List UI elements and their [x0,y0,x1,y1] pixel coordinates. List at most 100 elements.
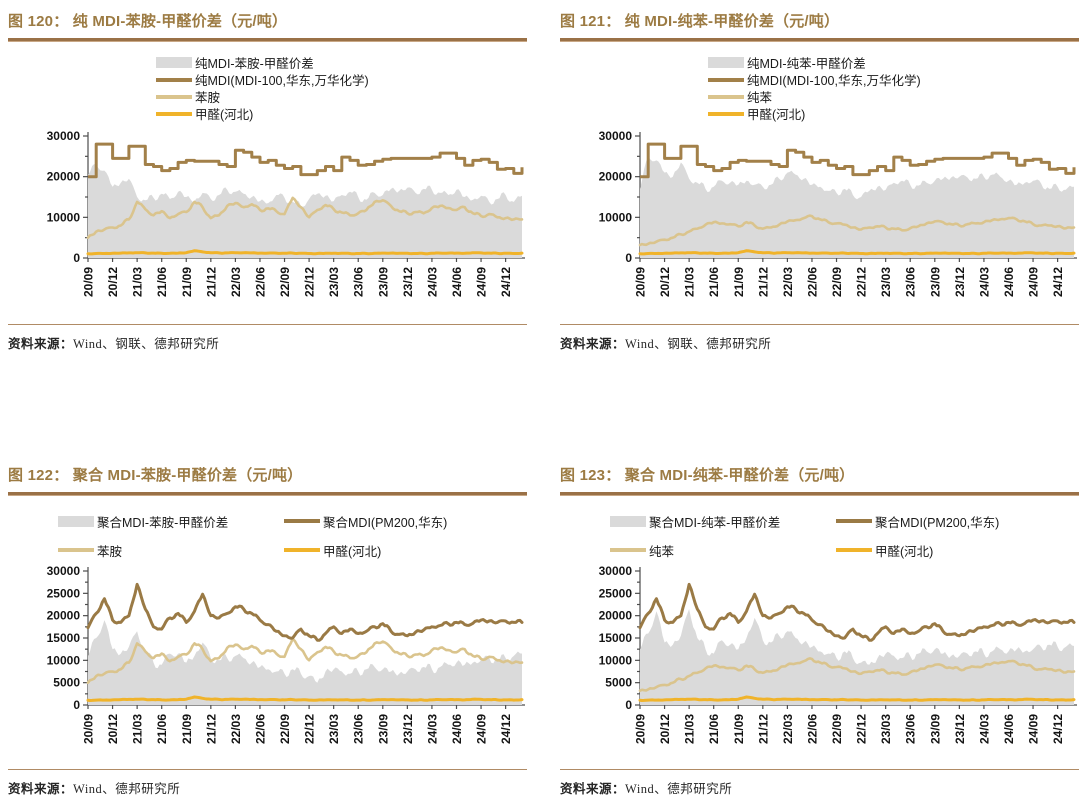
x-axis-tick-label: 24/12 [499,267,513,297]
x-axis-tick-label: 22/12 [303,714,317,744]
y-axis-tick-label: 20000 [599,609,633,623]
x-axis-tick-label: 21/03 [131,714,145,744]
y-axis-tick-label: 15000 [47,631,81,645]
legend-swatch [708,94,744,99]
x-axis-tick-label: 22/12 [855,714,869,744]
legend-item: 纯苯 [610,541,836,559]
series-line [86,196,524,239]
legend-label: 苯胺 [195,91,221,105]
legend-item: 聚合MDI-苯胺-甲醛价差 [58,512,284,530]
x-axis-tick-label: 21/06 [707,267,721,297]
legend-swatch [156,57,192,68]
x-axis-tick-label: 22/03 [229,714,243,744]
legend-item: 纯MDI-苯胺-甲醛价差 [156,54,527,71]
x-axis-tick-label: 21/09 [732,714,746,744]
title-underline [8,492,527,496]
figure-fig121: 图 121： 纯 MDI-纯苯-甲醛价差（元/吨） 纯MDI-纯苯-甲醛价差 纯MD… [560,6,1079,352]
chart-canvas-fig121: 0 10000 20000 30000 20/09 20/12 21/03 21/06 21/0… [599,129,1077,297]
x-axis-tick-label: 21/03 [131,267,145,297]
legend-item: 纯MDI(MDI-100,华东,万华化学) [156,71,527,88]
legend-swatch [708,111,744,116]
title-underline [560,492,1079,496]
series-line [86,249,524,256]
legend-swatch [708,77,744,82]
source-divider [8,324,527,325]
series-line [638,582,1076,642]
legend-label: 纯MDI-纯苯-甲醛价差 [747,57,866,71]
figure-title: 图 123： 聚合 MDI-纯苯-甲醛价差（元/吨） [560,467,855,484]
source-divider [560,324,1079,325]
y-axis-tick-label: 10000 [47,210,81,224]
legend-item: 苯胺 [58,541,284,559]
x-axis-tick-label: 20/09 [82,267,96,297]
x-axis-tick-label: 20/12 [106,714,120,744]
chart-legend: 聚合MDI-苯胺-甲醛价差 聚合MDI(PM200,华东) 苯胺 甲醛(河北) [58,512,527,559]
legend-item: 甲醛(河北) [284,541,527,559]
y-axis-tick-label: 0 [73,251,80,265]
legend-item: 甲醛(河北) [836,541,1079,559]
x-axis-tick-label: 20/12 [106,267,120,297]
legend-item: 纯MDI(MDI-100,华东,万华化学) [708,71,1079,88]
legend-swatch [156,77,192,82]
source-label: 资料来源： [8,782,74,796]
y-axis-tick-label: 0 [625,698,632,712]
chart-legend: 纯MDI-苯胺-甲醛价差纯MDI(MDI-100,华东,万华化学) 苯胺甲醛(河北… [156,54,527,122]
x-axis-tick-label: 22/09 [278,714,292,744]
legend-swatch [284,548,320,552]
legend-label: 聚合MDI-纯苯-甲醛价差 [649,515,781,530]
x-axis-tick-label: 23/03 [327,714,341,744]
legend-label: 纯MDI(MDI-100,华东,万华化学) [747,74,921,88]
x-axis-tick-label: 23/03 [327,267,341,297]
legend-swatch [708,57,744,68]
x-axis-tick-label: 24/09 [475,714,489,744]
x-axis-tick-label: 24/06 [1002,714,1016,744]
x-axis-tick-label: 21/12 [756,267,770,297]
legend-label: 纯MDI(MDI-100,华东,万华化学) [195,74,369,88]
legend-swatch [610,515,646,527]
x-axis-tick-label: 23/09 [928,714,942,744]
figure-fig122: 图 122： 聚合 MDI-苯胺-甲醛价差（元/吨） 聚合MDI-苯胺-甲醛价差聚… [8,460,527,797]
y-axis-tick-label: 15000 [599,631,633,645]
y-axis-tick-label: 10000 [599,210,633,224]
legend-swatch [156,111,192,116]
source-divider [8,769,527,770]
legend-label: 甲醛(河北) [195,108,254,122]
legend-item: 纯MDI-纯苯-甲醛价差 [708,54,1079,71]
x-axis-tick-label: 21/03 [683,714,697,744]
y-axis-tick-label: 25000 [599,586,633,600]
legend-label: 纯苯 [747,91,773,105]
chart-legend: 聚合MDI-纯苯-甲醛价差 聚合MDI(PM200,华东) 纯苯 甲醛(河北) [610,512,1079,559]
y-axis-tick-label: 30000 [47,129,81,143]
y-axis-tick-label: 5000 [53,676,80,690]
figure-fig123: 图 123： 聚合 MDI-纯苯-甲醛价差（元/吨） 聚合MDI-纯苯-甲醛价差聚… [560,460,1079,797]
source-note: 资料来源：Wind、德邦研究所 [560,770,1079,797]
legend-label: 聚合MDI-苯胺-甲醛价差 [97,515,229,530]
x-axis-tick-label: 23/09 [376,267,390,297]
x-axis-tick-label: 24/12 [499,714,513,744]
series-line [638,214,1076,247]
x-axis-tick-label: 24/09 [1027,267,1041,297]
series-line [86,637,524,684]
x-axis-tick-label: 21/09 [180,267,194,297]
x-axis-tick-label: 24/03 [425,267,439,297]
source-note: 资料来源：Wind、钢联、德邦研究所 [8,325,527,352]
chart-legend: 纯MDI-纯苯-甲醛价差 纯MDI(MDI-100,华东,万华化学) 纯苯 甲醛(河北… [708,54,1079,122]
x-axis-tick-label: 23/09 [928,267,942,297]
x-axis-tick-label: 24/06 [450,267,464,297]
source-label: 资料来源： [560,337,626,351]
legend-swatch [58,548,94,552]
source-note: 资料来源：Wind、德邦研究所 [8,770,527,797]
series-line [638,657,1076,692]
figure-title: 图 120： 纯 MDI-苯胺-甲醛价差（元/吨） [8,13,288,30]
x-axis-tick-label: 23/12 [953,267,967,297]
figure-title: 图 122： 聚合 MDI-苯胺-甲醛价差（元/吨） [8,467,303,484]
legend-swatch [284,519,320,523]
x-axis-tick-label: 23/12 [953,714,967,744]
legend-swatch [610,548,646,552]
source-divider [560,769,1079,770]
x-axis-tick-label: 22/09 [278,267,292,297]
legend-swatch [836,519,872,523]
x-axis-tick-label: 21/03 [683,267,697,297]
series-line [638,249,1076,256]
x-axis-tick-label: 23/06 [352,714,366,744]
